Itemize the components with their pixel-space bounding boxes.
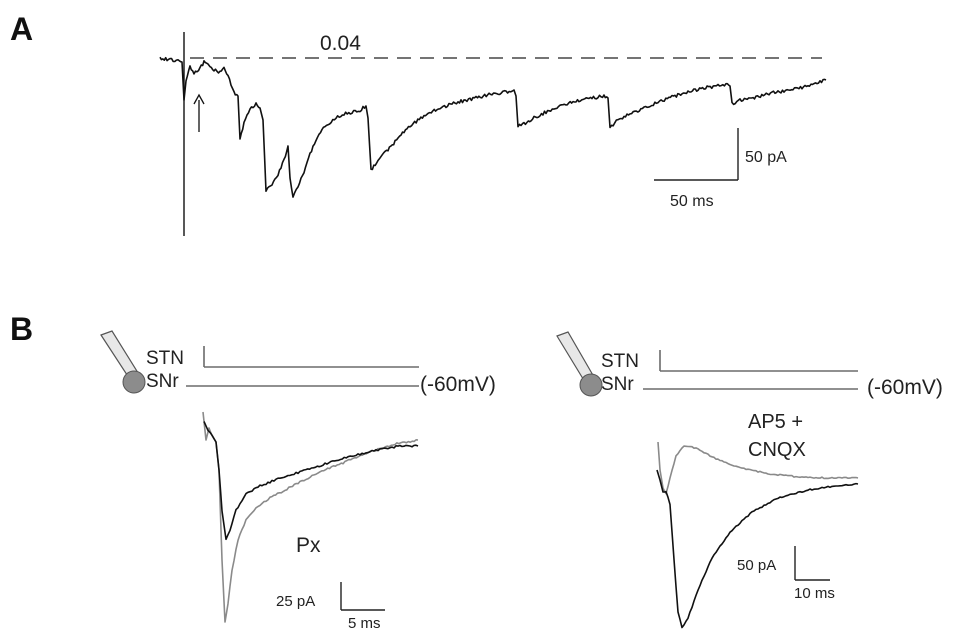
scalebar-b-right-time-label: 10 ms	[794, 585, 835, 602]
panel-b-right: STN SNr (-60mV) AP5 + CNQX 50 pA 10 ms	[556, 331, 943, 629]
panel-b-label: B	[10, 311, 33, 347]
stn-label-left: STN	[146, 348, 184, 369]
scalebar-a-amp-label: 50 pA	[745, 149, 787, 166]
current-trace-px	[202, 411, 419, 623]
panel-a-label: A	[10, 11, 33, 47]
panel-a: A 0.04 50 pA 50 ms	[10, 11, 827, 236]
current-trace-control-left	[203, 421, 419, 541]
scalebar-b-left-time-label: 5 ms	[348, 615, 381, 632]
scalebar-b-right	[794, 546, 830, 581]
stn-label-right: STN	[601, 351, 639, 372]
scalebar-a-time-label: 50 ms	[670, 193, 714, 210]
snr-cell-icon	[122, 370, 146, 394]
current-trace-control-right	[656, 469, 859, 629]
condition-label-cnqx: CNQX	[748, 439, 806, 461]
scalebar-b-left-amp-label: 25 pA	[276, 593, 315, 610]
scalebar-b-right-amp-label: 50 pA	[737, 557, 776, 574]
scalebar-a	[654, 128, 739, 181]
holding-potential-left: (-60mV)	[420, 373, 496, 396]
holding-potential-right: (-60mV)	[867, 376, 943, 399]
panel-b-left: STN SNr (-60mV) Px 25 pA 5 ms	[100, 330, 496, 632]
panel-b: B STN SNr (-60mV) Px 25 pA 5 ms	[10, 311, 943, 632]
condition-label-px: Px	[296, 534, 321, 557]
snr-label-right: SNr	[601, 374, 634, 395]
current-trace-a	[159, 56, 827, 198]
snr-cell-icon	[579, 373, 603, 397]
threshold-label: 0.04	[320, 32, 361, 55]
current-trace-ap5-cnqx	[657, 441, 859, 495]
scalebar-b-left	[340, 582, 385, 611]
arrow-icon	[193, 93, 205, 132]
snr-label-left: SNr	[146, 371, 179, 392]
condition-label-ap5: AP5 +	[748, 411, 803, 433]
